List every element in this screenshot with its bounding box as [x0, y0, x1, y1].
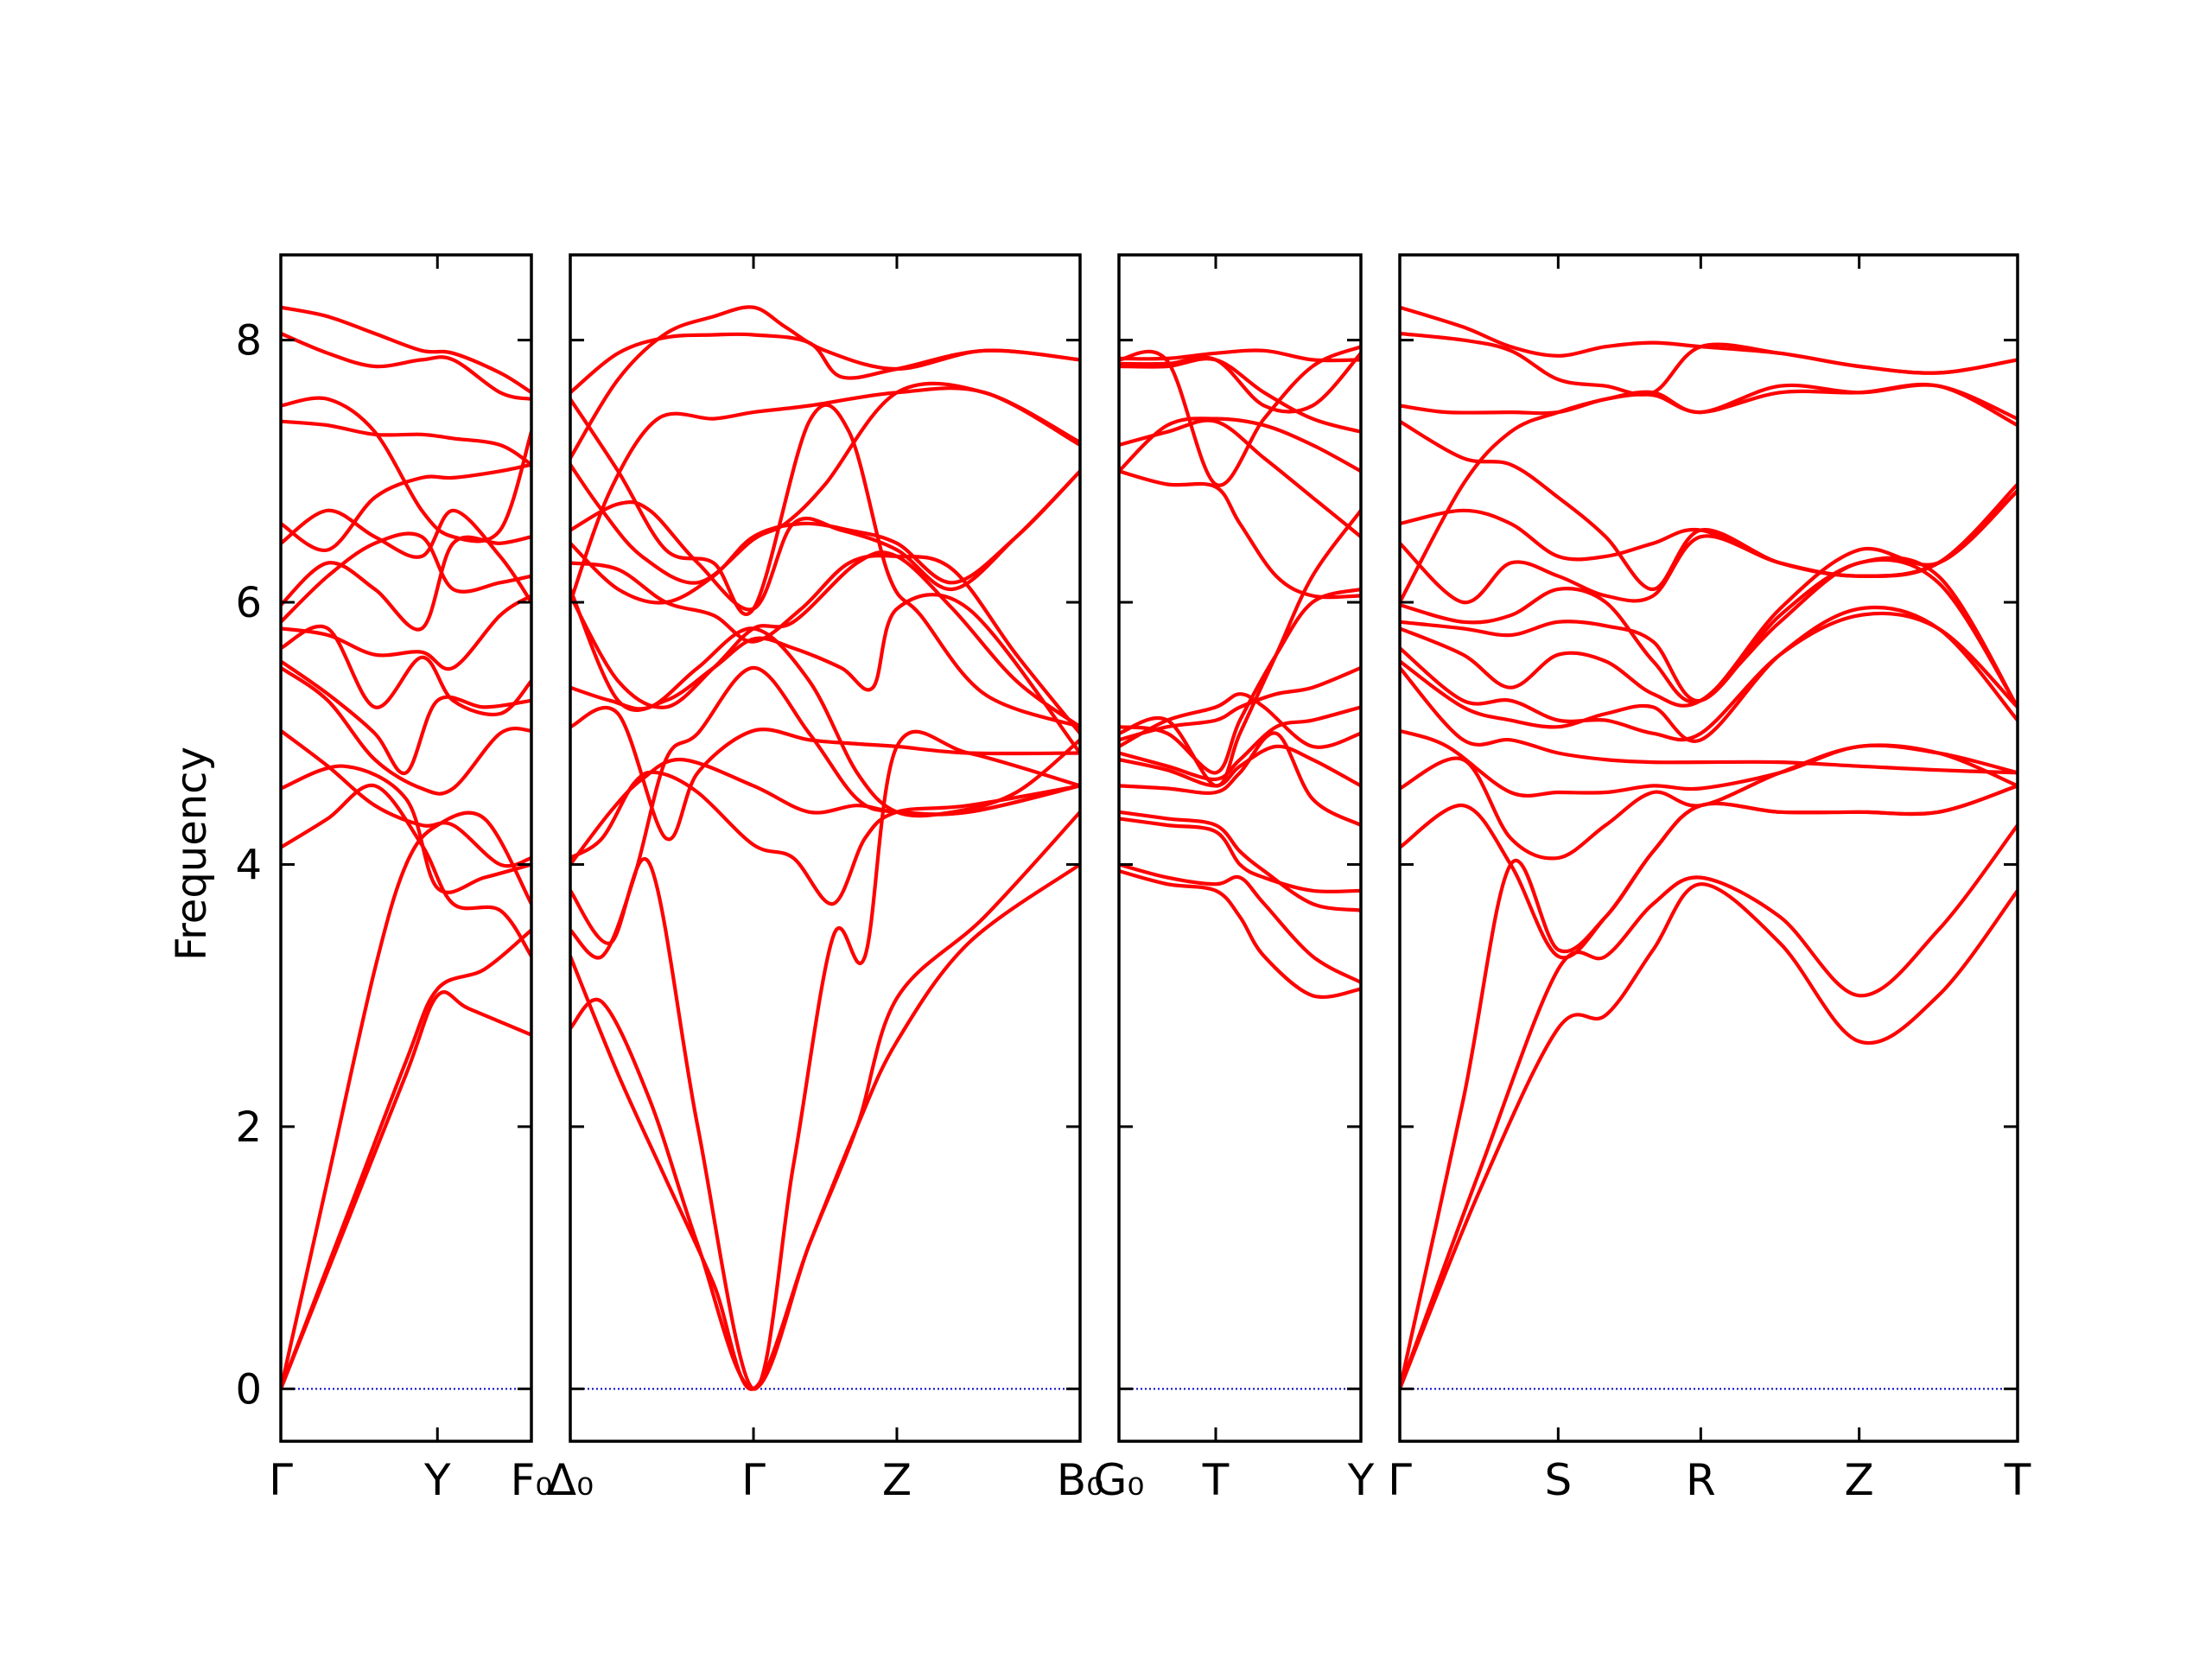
band-line — [281, 305, 531, 395]
band-line — [1119, 357, 1361, 434]
band-line — [281, 728, 531, 868]
band-line — [1400, 605, 2018, 743]
bands-group — [1119, 345, 1361, 999]
x-tick-label: G₀ — [1094, 1455, 1145, 1505]
y-tick-label: 2 — [235, 1103, 262, 1152]
band-line — [1119, 469, 1361, 600]
band-line — [1400, 665, 2018, 775]
band-line — [281, 665, 531, 796]
x-tick-label: B₀ — [1057, 1455, 1103, 1505]
x-tick-label: T — [1202, 1455, 1230, 1505]
y-tick-label: 4 — [235, 841, 262, 889]
band-line — [570, 554, 1080, 735]
band-line — [1119, 692, 1361, 749]
band-line — [1400, 419, 2018, 591]
panel-2: Δ₀ Γ Z B₀ — [547, 253, 1103, 1505]
x-tick-label: Y — [423, 1455, 451, 1505]
band-line — [1119, 731, 1361, 828]
x-tick-label: T — [2004, 1455, 2031, 1505]
band-line — [570, 397, 1080, 729]
band-line — [1400, 557, 2018, 709]
panel-3: G₀ T Y — [1094, 253, 1375, 1505]
band-line — [281, 419, 531, 467]
band-line — [1119, 587, 1361, 775]
y-tick-label: 6 — [235, 579, 262, 627]
band-line — [1119, 817, 1361, 893]
band-line — [281, 396, 531, 543]
band-line — [1119, 418, 1361, 539]
x-tick-label: Z — [882, 1455, 912, 1505]
band-line — [1400, 728, 2018, 798]
band-line — [281, 508, 531, 605]
panel-frame — [1398, 253, 2019, 1443]
x-tick-label: Z — [1845, 1455, 1874, 1505]
band-line — [1119, 744, 1361, 788]
x-tick-label: Δ₀ — [547, 1455, 594, 1505]
band-line — [281, 535, 531, 632]
x-tick-label: R — [1686, 1455, 1716, 1505]
band-line — [281, 928, 531, 1391]
band-line — [1119, 345, 1361, 487]
band-line — [281, 659, 531, 775]
band-line — [1119, 705, 1361, 782]
band-line — [570, 705, 1080, 842]
band-line — [1400, 611, 2018, 742]
x-tick-label: Γ — [741, 1455, 766, 1505]
band-line — [570, 587, 1080, 755]
x-tick-label: F₀ — [511, 1455, 553, 1505]
band-line — [570, 469, 1080, 605]
band-line — [1400, 305, 2018, 375]
panel-frame — [569, 253, 1082, 1443]
band-line — [1119, 665, 1361, 742]
band-line — [281, 462, 531, 552]
x-tick-label: S — [1544, 1455, 1572, 1505]
band-line — [570, 770, 1080, 906]
band-line — [281, 331, 531, 401]
band-line — [281, 594, 531, 671]
band-line — [1400, 882, 2018, 1391]
band-line — [1119, 348, 1361, 363]
band-line — [1119, 862, 1361, 985]
band-line — [281, 624, 531, 716]
band-line — [570, 305, 1080, 461]
x-tick-label: Γ — [269, 1455, 293, 1505]
band-line — [281, 810, 531, 1391]
band-line — [281, 531, 531, 624]
band-line — [1400, 784, 2018, 960]
bands-group — [570, 305, 1080, 1391]
y-axis-label: Frequency — [168, 747, 216, 961]
bands-group — [1400, 305, 2018, 1391]
band-line — [1119, 416, 1361, 474]
band-line — [281, 764, 531, 894]
band-line — [570, 550, 1080, 729]
band-line — [570, 469, 1080, 612]
panel-frame — [279, 253, 533, 1443]
y-tick-label: 0 — [235, 1365, 262, 1414]
panel-frame — [1117, 253, 1363, 1443]
x-tick-label: Γ — [1388, 1455, 1412, 1505]
band-line — [1119, 868, 1361, 999]
panel-1: 0 2 4 6 8 Γ Y F₀ — [235, 253, 553, 1505]
band-line — [1400, 823, 2018, 1391]
y-tick-label: 8 — [235, 317, 262, 365]
band-line — [570, 810, 1080, 1391]
bands-group — [281, 305, 531, 1391]
band-line — [570, 386, 1080, 605]
band-line — [1119, 810, 1361, 912]
x-tick-label: Y — [1347, 1455, 1375, 1505]
band-line — [1400, 489, 2018, 704]
